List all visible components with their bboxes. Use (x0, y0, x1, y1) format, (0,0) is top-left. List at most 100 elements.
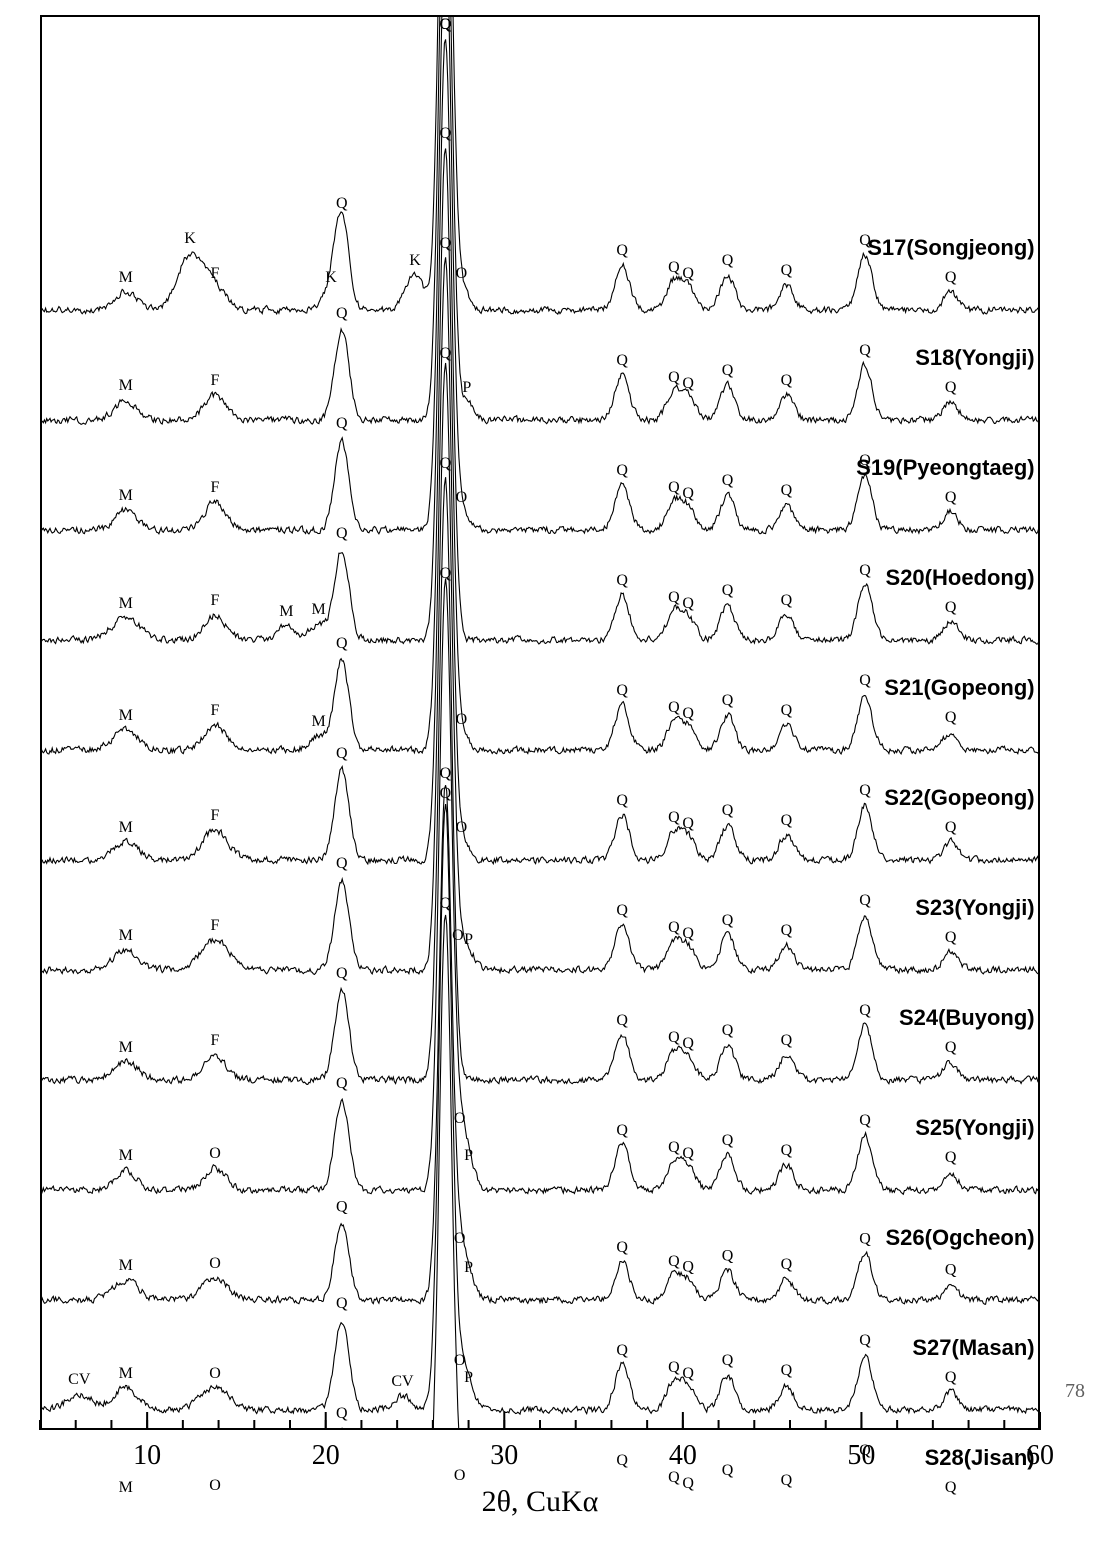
peak-label: Q (859, 1002, 871, 1019)
sample-label-s24: S24(Buyong) (899, 1005, 1035, 1030)
peak-label: F (211, 265, 220, 282)
xrd-trace-s18 (40, 0, 1040, 424)
x-tick-label: 20 (312, 1440, 340, 1471)
peak-label: M (119, 487, 133, 504)
peak-label: O (456, 711, 468, 728)
peak-label: Q (682, 1365, 694, 1382)
sample-label-s25: S25(Yongji) (915, 1115, 1034, 1140)
peak-label: Q (682, 1475, 694, 1492)
xrd-trace-s17 (40, 0, 1040, 314)
peak-label: Q (781, 592, 793, 609)
peak-label: O (452, 927, 464, 944)
peak-label: O (456, 819, 468, 836)
peak-label: M (119, 707, 133, 724)
peak-label: Q (945, 1039, 957, 1056)
peak-label: Q (945, 379, 957, 396)
peak-label: M (311, 713, 325, 730)
sample-label-s20: S20(Hoedong) (886, 565, 1035, 590)
peak-label: Q (859, 562, 871, 579)
sample-label-s27: S27(Masan) (912, 1335, 1034, 1360)
xrd-trace-s20 (40, 39, 1040, 644)
traces (40, 0, 1040, 1524)
peak-label: Q (859, 1332, 871, 1349)
peak-label: Q (616, 1239, 628, 1256)
peak-label: Q (616, 572, 628, 589)
peak-label: Q (668, 1139, 680, 1156)
peak-label: M (119, 595, 133, 612)
peak-label: Q (336, 1075, 348, 1092)
sample-label-s17: S17(Songjeong) (867, 235, 1034, 260)
peak-label: F (211, 917, 220, 934)
xrd-trace-s22 (40, 257, 1040, 864)
page-number: 78 (1065, 1380, 1085, 1403)
peak-label: Q (440, 765, 452, 782)
peak-label: Q (668, 479, 680, 496)
x-axis-label: 2θ, CuKα (440, 1485, 640, 1519)
sample-label-s22: S22(Gopeong) (884, 785, 1034, 810)
peak-label: Q (722, 692, 734, 709)
peak-label: M (119, 927, 133, 944)
sample-label-s18: S18(Yongji) (915, 345, 1034, 370)
peak-label: Q (336, 305, 348, 322)
peak-label: Q (682, 1258, 694, 1275)
peak-label: P (464, 1147, 473, 1164)
peak-label: Q (722, 362, 734, 379)
peak-label: Q (668, 259, 680, 276)
peak-label: O (456, 489, 468, 506)
peak-label: Q (781, 482, 793, 499)
peak-label: F (211, 372, 220, 389)
peak-label: Q (336, 195, 348, 212)
peak-label: M (119, 819, 133, 836)
peak-label: Q (616, 462, 628, 479)
peak-label: O (209, 1255, 221, 1272)
peak-label: Q (668, 369, 680, 386)
peak-label: Q (616, 352, 628, 369)
peak-label: P (462, 379, 471, 396)
peak-label: Q (440, 565, 452, 582)
peak-label: M (119, 269, 133, 286)
sample-label-s28: S28(Jisan) (925, 1445, 1035, 1470)
peak-label: Q (859, 892, 871, 909)
peak-label: Q (682, 815, 694, 832)
x-axis-ticks: 102030405060 (40, 1412, 1054, 1471)
peak-label: Q (722, 1022, 734, 1039)
xrd-trace-s28 (40, 915, 1040, 1524)
peak-label: K (184, 230, 196, 247)
peak-label: Q (722, 912, 734, 929)
peak-label: Q (859, 232, 871, 249)
peak-label: Q (945, 599, 957, 616)
peak-label: Q (781, 1032, 793, 1049)
peak-label: F (211, 592, 220, 609)
peak-label: Q (682, 705, 694, 722)
peak-label: Q (616, 682, 628, 699)
peak-label: F (211, 807, 220, 824)
peak-label: Q (336, 415, 348, 432)
labels: S17(Songjeong)QQQQQQQQQMKFKKOS18(Yongji)… (68, 16, 1034, 1496)
peak-label: Q (336, 855, 348, 872)
peak-label: Q (945, 1149, 957, 1166)
peak-label: Q (722, 1352, 734, 1369)
peak-label: Q (859, 672, 871, 689)
peak-label: Q (682, 265, 694, 282)
peak-label: P (464, 1369, 473, 1386)
peak-label: Q (682, 1145, 694, 1162)
peak-label: M (279, 603, 293, 620)
peak-label: Q (616, 792, 628, 809)
peak-label: Q (616, 1342, 628, 1359)
peak-label: O (454, 1467, 466, 1484)
peak-label: M (119, 1039, 133, 1056)
peak-label: Q (440, 785, 452, 802)
peak-label: Q (336, 745, 348, 762)
peak-label: Q (945, 819, 957, 836)
peak-label: O (209, 1477, 221, 1494)
peak-label: O (209, 1145, 221, 1162)
peak-label: Q (336, 1295, 348, 1312)
peak-label: Q (722, 1132, 734, 1149)
peak-label: CV (391, 1373, 414, 1390)
x-tick-label: 10 (133, 1440, 161, 1471)
peak-label: M (119, 1257, 133, 1274)
peak-label: Q (781, 702, 793, 719)
peak-label: Q (336, 1199, 348, 1216)
peak-label: Q (945, 489, 957, 506)
peak-label: M (311, 601, 325, 618)
